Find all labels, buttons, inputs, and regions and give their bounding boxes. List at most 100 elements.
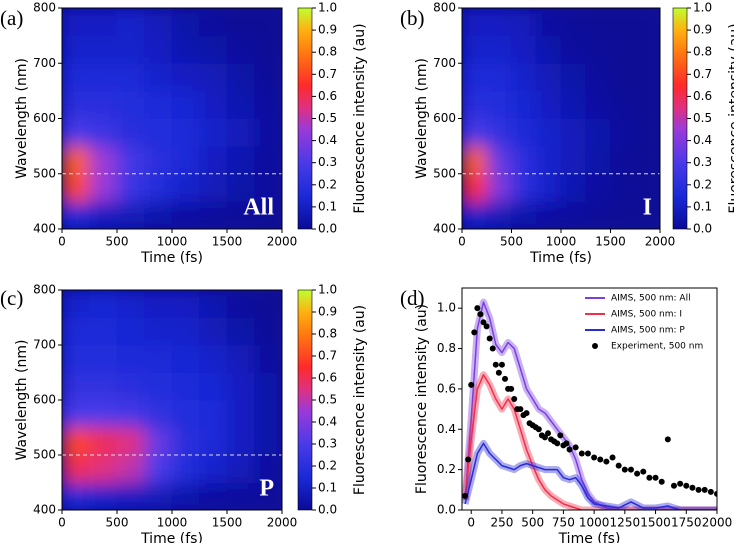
y-tick-label: 800 — [33, 1, 56, 15]
colorbar-tick-label: 1.0 — [318, 283, 337, 297]
data-point — [603, 458, 610, 465]
y-tick-label: 0.0 — [437, 503, 456, 517]
heatmap-cell — [226, 399, 255, 428]
data-point — [701, 486, 708, 493]
y-tick-label: 700 — [33, 56, 56, 70]
heatmap-cell — [535, 145, 562, 175]
heatmap-cell — [144, 35, 173, 64]
legend-marker — [592, 343, 598, 349]
colorbar-tick-label: 0.3 — [693, 155, 712, 169]
heatmap-cell — [89, 8, 118, 37]
heatmap-cell — [89, 145, 118, 175]
data-point — [677, 480, 684, 487]
heatmap-cell — [171, 344, 200, 373]
heatmap-cell — [634, 200, 660, 229]
panel-label: (a) — [0, 6, 23, 30]
heatmap-cell — [560, 8, 587, 37]
heatmap-cell — [116, 200, 145, 229]
y-tick-label: 500 — [33, 448, 56, 462]
y-tick-label: 500 — [433, 166, 456, 180]
heatmap-cell — [116, 344, 145, 373]
colorbar — [297, 289, 313, 511]
heatmap-cell — [254, 427, 282, 456]
heatmap-cell — [116, 454, 145, 483]
heatmap-cell — [144, 317, 173, 346]
heatmap-cell — [585, 35, 611, 64]
legend-label: AIMS, 500 nm: P — [611, 326, 685, 336]
colorbar-tick-label: 0.3 — [318, 155, 337, 169]
heatmap-cell — [462, 145, 488, 175]
heatmap-cell — [511, 35, 537, 64]
heatmap-cell — [486, 62, 512, 92]
heatmap-cell — [634, 90, 660, 119]
y-tick-label: 700 — [433, 56, 456, 70]
data-point — [471, 329, 478, 336]
heatmap-cell — [462, 35, 488, 64]
heatmap-cell — [116, 482, 145, 510]
y-tick-label: 400 — [33, 222, 56, 236]
heatmap-cell — [89, 200, 118, 229]
x-tick-label: 1500 — [212, 235, 243, 249]
heatmap-cell — [226, 290, 255, 318]
y-tick-label: 0.6 — [437, 381, 456, 395]
colorbar-tick-label: 0.1 — [693, 199, 712, 213]
heatmap-cell — [535, 62, 562, 92]
panel-annotation: P — [259, 476, 274, 502]
heatmap-cell — [511, 62, 537, 92]
colorbar-tick-label: 1.0 — [318, 1, 337, 15]
heatmap-cell — [144, 427, 173, 456]
data-point — [683, 482, 690, 489]
data-point — [652, 474, 659, 481]
colorbar-tick-label: 0.8 — [318, 45, 337, 59]
heatmap-cell — [226, 35, 255, 64]
colorbar-tick-label: 0.1 — [318, 199, 337, 213]
heatmap-cell — [226, 482, 255, 510]
colorbar-tick-label: 0.1 — [318, 481, 337, 495]
data-point — [511, 396, 518, 402]
heatmap-cell — [171, 118, 200, 147]
heatmap-cell — [462, 8, 488, 37]
heatmap-cell — [62, 399, 90, 428]
colorbar-tick-label: 0.2 — [318, 459, 337, 473]
heatmap-cell — [89, 427, 118, 456]
heatmap-cell — [199, 200, 228, 229]
data-point — [714, 490, 717, 497]
legend-label: Experiment, 500 nm — [611, 342, 703, 352]
heatmap-cell — [610, 8, 636, 37]
heatmap-cells — [62, 8, 282, 229]
heatmap-cell — [144, 344, 173, 373]
heatmap-cell — [116, 62, 145, 92]
heatmap-cell — [116, 399, 145, 428]
y-tick-label: 600 — [433, 111, 456, 125]
heatmap-cell — [254, 454, 282, 483]
heatmap-cell — [254, 62, 282, 92]
data-point — [489, 345, 496, 352]
heatmap-cell — [144, 372, 173, 401]
data-point — [695, 486, 702, 493]
x-tick-label: 1500 — [640, 516, 671, 530]
heatmap-cell — [89, 454, 118, 483]
colorbar-tick-label: 0.8 — [693, 45, 712, 59]
colorbar-tick-label: 0.7 — [693, 67, 712, 81]
heatmap-cell — [199, 427, 228, 456]
heatmap-cell — [511, 200, 537, 229]
heatmap — [62, 290, 282, 510]
panel-label: (d) — [400, 286, 425, 310]
heatmap-cell — [89, 344, 118, 373]
heatmap-cell — [226, 145, 255, 175]
colorbar-tick-label: 0.9 — [693, 23, 712, 37]
heatmap-cell — [226, 200, 255, 229]
heatmap-cell — [89, 290, 118, 318]
heatmap-cell — [486, 90, 512, 119]
y-tick-label: 400 — [433, 222, 456, 236]
colorbar-tick-label: 0.4 — [318, 415, 337, 429]
data-point — [495, 369, 502, 376]
heatmap-cell — [462, 200, 488, 229]
heatmap-cell — [116, 145, 145, 175]
panel-annotation: All — [243, 195, 274, 221]
heatmap-cell — [144, 173, 173, 202]
heatmap-cell — [62, 145, 90, 175]
heatmap-cell — [511, 173, 537, 202]
series-band — [462, 371, 717, 510]
